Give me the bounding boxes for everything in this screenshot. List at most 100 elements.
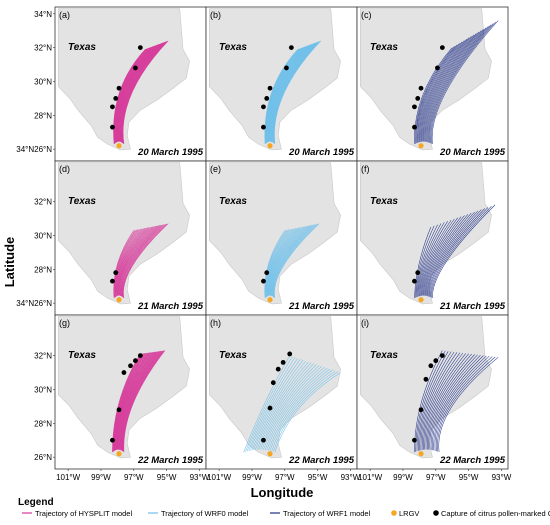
trajectory-line <box>266 228 292 297</box>
x-tick-label: 101°W <box>358 473 383 482</box>
trajectory-line <box>424 31 480 142</box>
trajectory-line <box>246 357 296 452</box>
trajectory-line <box>415 225 435 298</box>
trajectory-line <box>117 227 148 296</box>
trajectory-line <box>430 21 496 144</box>
trajectory-line <box>432 355 484 451</box>
capture-point <box>433 358 439 364</box>
capture-point <box>267 85 273 91</box>
trajectory-line <box>420 37 470 142</box>
y-tick-label: 26°N <box>34 453 52 462</box>
panel-letter: (a) <box>59 10 70 20</box>
trajectory-line <box>116 228 146 297</box>
capture-point <box>110 104 115 110</box>
trajectory-line <box>434 355 490 451</box>
x-tick-label: 99°W <box>242 473 262 482</box>
trajectory-line <box>425 30 482 142</box>
lrgv-point <box>267 451 273 457</box>
date-label: 22 March 1995 <box>137 455 204 466</box>
trajectory-line <box>273 371 339 452</box>
panel-f: (f) Texas 21 March 1995 <box>356 160 509 316</box>
panel-grid: (a) Texas 20 March 1995 (b) Texas 20 March 19… <box>54 6 509 470</box>
capture-point <box>415 95 421 101</box>
y-tick-label: 32°N <box>34 198 52 207</box>
capture-point <box>110 124 115 130</box>
trajectory-line <box>427 353 472 450</box>
x-tick-label: 97°W <box>426 473 446 482</box>
trajectory-line <box>250 359 301 451</box>
capture-point <box>137 45 143 51</box>
trajectory-line <box>271 370 336 452</box>
capture-point <box>288 45 294 51</box>
trajectory-line <box>414 47 453 145</box>
capture-point <box>412 278 417 284</box>
trajectory-line <box>421 36 472 142</box>
trajectory-line <box>429 208 485 297</box>
y-axis-title: Latitude <box>2 237 17 288</box>
trajectory-line <box>114 229 137 298</box>
trajectory-line <box>113 230 135 299</box>
x-tick-label: 99°W <box>91 473 111 482</box>
trajectory-line <box>273 224 317 298</box>
trajectory-line <box>269 226 303 296</box>
trajectory-line <box>433 355 487 451</box>
trajectory-line <box>274 372 341 453</box>
trajectory-line <box>269 369 333 451</box>
date-label: 22 March 1995 <box>288 455 355 466</box>
capture-point <box>133 358 138 364</box>
capture-point <box>110 278 115 284</box>
texas-land-shape <box>58 8 190 151</box>
date-label: 20 March 1995 <box>439 147 506 158</box>
trajectory-line <box>265 229 290 298</box>
trajectory-bundle <box>243 355 341 453</box>
capture-point <box>133 65 138 71</box>
capture-point <box>287 351 293 357</box>
trajectory-line <box>422 216 462 296</box>
trajectory-line <box>120 225 158 296</box>
trajectory-line <box>123 223 169 299</box>
trajectory-bundle <box>414 20 499 145</box>
capture-point <box>113 95 119 101</box>
trajectory-line <box>419 351 455 451</box>
date-label: 21 March 1995 <box>137 301 204 312</box>
trajectory-line <box>426 211 475 296</box>
legend-entry-label: Trajectory of WRF0 model <box>161 509 249 518</box>
state-label: Texas <box>219 350 247 361</box>
texas-land-shape <box>360 162 492 305</box>
trajectory-line <box>253 360 307 451</box>
trajectory-line <box>419 38 467 143</box>
lrgv-point <box>418 143 424 149</box>
trajectory-line <box>264 229 287 298</box>
panel-c: (c) Texas 20 March 1995 <box>356 6 509 162</box>
capture-point <box>439 45 445 51</box>
trajectory-line <box>268 227 301 296</box>
state-label: Texas <box>219 42 247 53</box>
trajectory-line <box>423 215 465 296</box>
texas-land-shape <box>58 162 190 305</box>
x-axis-title: Longitude <box>251 485 314 500</box>
y-tick-label: 30°N <box>34 231 52 240</box>
capture-point <box>428 363 434 369</box>
x-tick-label: 95°W <box>157 473 177 482</box>
legend-swatch <box>391 510 397 516</box>
trajectory-line <box>428 26 489 143</box>
trajectory-line <box>423 33 477 142</box>
panel-h: (h) Texas 22 March 1995 <box>205 314 358 470</box>
trajectory-line <box>243 355 290 453</box>
y-tick-labels: 34°N 32°N 30°N 28°N 34°N26°N 32°N 30°N 28°N 34°N… <box>16 10 55 462</box>
trajectory-line <box>116 227 147 296</box>
trajectory-line <box>118 226 154 296</box>
trajectory-line <box>418 351 452 451</box>
trajectory-line <box>122 223 168 298</box>
lrgv-point <box>116 143 122 149</box>
lrgv-point <box>267 143 273 149</box>
trajectory-line <box>427 210 479 297</box>
legend-swatch <box>433 510 439 516</box>
trajectory-line <box>121 224 163 297</box>
trajectory-line <box>117 227 150 296</box>
capture-point <box>412 124 417 130</box>
trajectory-line <box>270 226 306 296</box>
lrgv-point <box>418 297 424 303</box>
